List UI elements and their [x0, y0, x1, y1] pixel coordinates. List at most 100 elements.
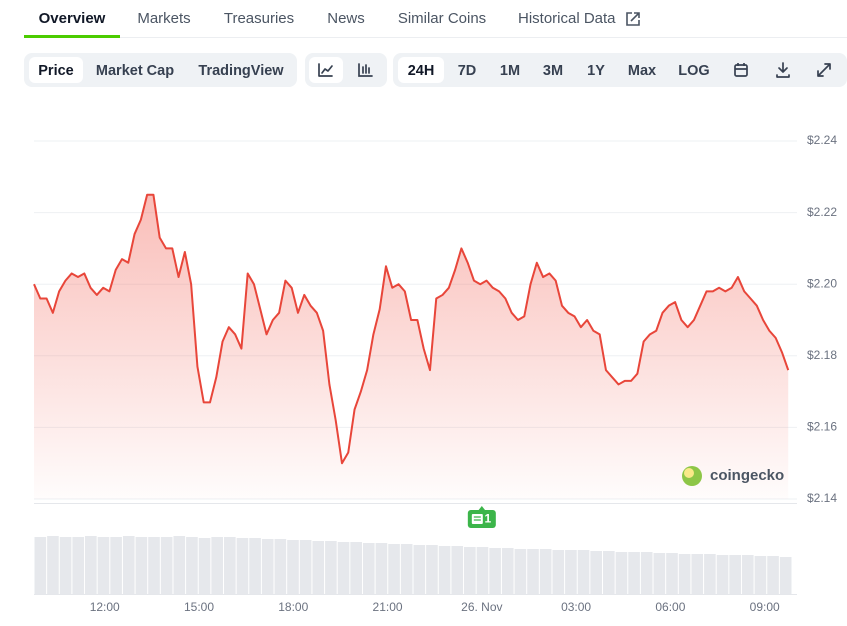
volume-bar: [501, 548, 514, 594]
volume-bar: [729, 555, 741, 594]
log-button[interactable]: LOG: [678, 63, 709, 79]
range-button[interactable]: 1M: [500, 63, 520, 79]
event-label: 1: [484, 512, 491, 526]
volume-bar: [337, 542, 350, 594]
tab[interactable]: Overview: [39, 10, 106, 27]
x-tick-label: 09:00: [750, 600, 780, 614]
view-button[interactable]: TradingView: [198, 63, 284, 79]
volume-bar: [590, 551, 602, 594]
volume-bar: [236, 538, 249, 594]
volume-bar: [350, 542, 362, 594]
range-button[interactable]: Max: [628, 63, 656, 79]
volume-bar: [678, 554, 691, 594]
volume-bar: [552, 550, 565, 594]
volume-bar: [754, 556, 767, 594]
view-group: [24, 53, 297, 87]
x-tick-label: 26. Nov: [461, 600, 502, 614]
volume-bar: [224, 537, 236, 594]
volume-bar: [160, 537, 173, 594]
range-button[interactable]: 1Y: [587, 63, 605, 79]
download-icon[interactable]: [776, 62, 790, 78]
calendar-icon[interactable]: [734, 63, 748, 77]
tab[interactable]: News: [327, 10, 365, 27]
price-line: [33, 193, 790, 465]
line-chart-icon[interactable]: [318, 63, 333, 77]
volume-bar: [299, 540, 312, 594]
volume-bar: [34, 537, 47, 594]
tab[interactable]: Treasuries: [224, 10, 294, 27]
y-tick-label: $2.24: [807, 133, 837, 147]
volume-bar: [362, 543, 375, 594]
volume-bar: [287, 540, 299, 594]
chart-layer: $2.14 $2.16 $2.18 $2.20 $2.22 $2.24 12:00 15:00…: [33, 133, 837, 614]
volume-bar: [741, 555, 754, 594]
tab[interactable]: Similar Coins: [398, 10, 486, 27]
volume-bar: [426, 545, 438, 594]
x-tick-label: 15:00: [184, 600, 214, 614]
volume-bar: [186, 537, 198, 594]
volume-bar: [666, 553, 678, 594]
y-tick-label: $2.18: [807, 348, 837, 362]
volume-bar: [438, 546, 451, 594]
x-tick-label: 06:00: [655, 600, 685, 614]
volume-bar: [514, 549, 527, 594]
tab[interactable]: Markets: [137, 10, 190, 27]
view-button[interactable]: Market Cap: [96, 63, 174, 79]
volume-bar: [325, 541, 337, 594]
volume-bar: [110, 537, 122, 594]
x-tick-label: 03:00: [561, 600, 591, 614]
volume-bar: [59, 537, 72, 594]
y-tick-label: $2.16: [807, 420, 837, 434]
volume-bar: [413, 545, 426, 594]
x-tick-label: 18:00: [278, 600, 308, 614]
range-button[interactable]: 3M: [543, 63, 563, 79]
volume-bar: [198, 538, 211, 594]
x-tick-label: 21:00: [373, 600, 403, 614]
volume-bar: [388, 544, 400, 594]
volume-bar: [704, 554, 716, 594]
price-area: [34, 194, 789, 499]
volume-bar: [577, 550, 590, 594]
event-icon-lines: [473, 516, 481, 521]
view-button[interactable]: Price: [38, 63, 73, 79]
selected-button: [29, 57, 83, 83]
volume-bar: [527, 549, 539, 594]
volume-bar: [464, 547, 476, 594]
volume-bar: [135, 537, 148, 594]
volume-bar: [274, 539, 287, 594]
range-button[interactable]: 24H: [408, 63, 435, 79]
tab[interactable]: Historical Data: [518, 10, 616, 27]
y-tick-label: $2.14: [807, 491, 837, 505]
watermark-text: coingecko: [710, 467, 784, 484]
fullscreen-icon[interactable]: [817, 63, 831, 77]
selected-button: [398, 57, 444, 83]
range-group: [393, 53, 847, 87]
volume-bar: [565, 550, 577, 594]
volume-bar: [85, 536, 97, 594]
volume-bar: [779, 557, 792, 594]
volume-bar: [628, 552, 640, 594]
volume-bar: [640, 552, 653, 594]
external-link-icon: [626, 12, 640, 26]
volume-bar: [489, 548, 501, 594]
candle-chart-icon[interactable]: [358, 63, 373, 77]
volume-bar: [97, 537, 110, 594]
y-tick-label: $2.20: [807, 276, 837, 290]
volume-bar: [312, 541, 325, 594]
volume-bar: [122, 536, 135, 594]
volume-bar: [767, 556, 779, 594]
y-tick-label: $2.22: [807, 205, 837, 219]
range-button[interactable]: 7D: [458, 63, 477, 79]
volume-bar: [261, 539, 274, 594]
volume-bar: [476, 547, 489, 594]
volume-bar: [615, 552, 628, 594]
volume-bar: [47, 536, 59, 594]
volume-bar: [211, 537, 223, 594]
volume-bar: [691, 554, 704, 594]
volume-bar: [375, 543, 388, 594]
event-icon: [471, 514, 483, 524]
volume-bar: [400, 544, 413, 594]
